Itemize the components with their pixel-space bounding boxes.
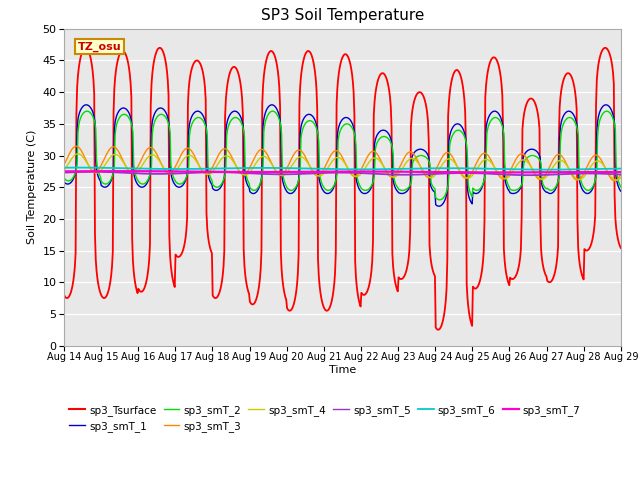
Legend: sp3_Tsurface, sp3_smT_1, sp3_smT_2, sp3_smT_3, sp3_smT_4, sp3_smT_5, sp3_smT_6, : sp3_Tsurface, sp3_smT_1, sp3_smT_2, sp3_… (69, 405, 580, 432)
Text: TZ_osu: TZ_osu (78, 41, 122, 52)
X-axis label: Time: Time (329, 365, 356, 374)
Y-axis label: Soil Temperature (C): Soil Temperature (C) (27, 130, 36, 244)
Title: SP3 Soil Temperature: SP3 Soil Temperature (260, 9, 424, 24)
